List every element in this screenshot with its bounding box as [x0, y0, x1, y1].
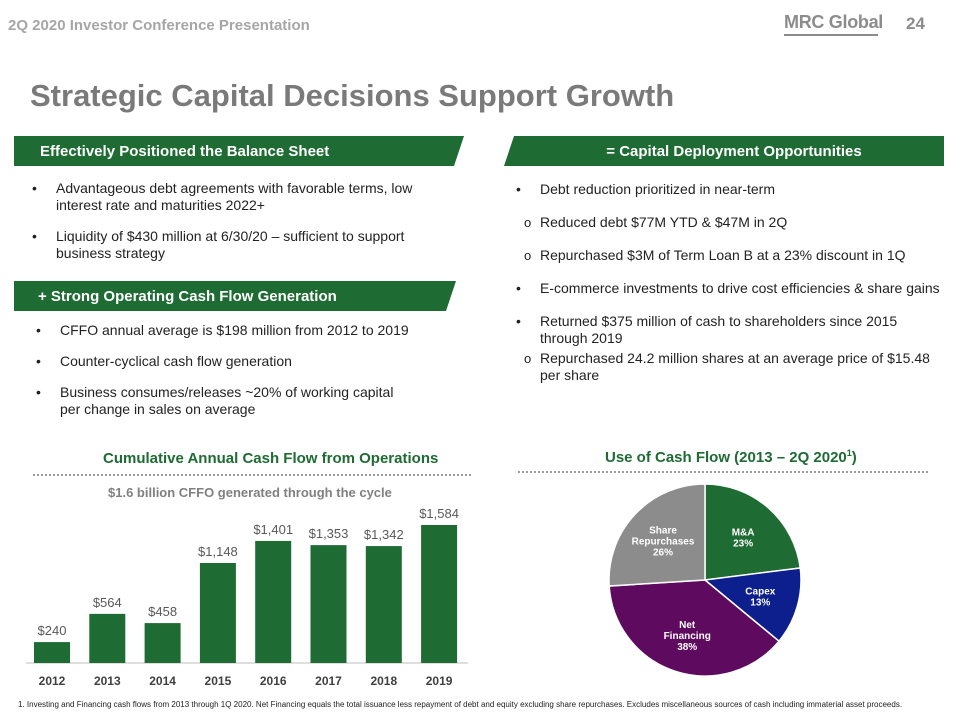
sub-bullet-item: Repurchased $3M of Term Loan B at a 23% …: [524, 247, 940, 264]
x-tick-label: 2017: [315, 674, 342, 688]
bar-2018: [365, 546, 402, 663]
bar-chart-title: Cumulative Annual Cash Flow from Operati…: [103, 450, 439, 467]
pie-slice-net-financing: [608, 579, 781, 677]
cash-flow-banner: + Strong Operating Cash Flow Generation: [14, 281, 456, 311]
pie-slice-label: M&A: [732, 527, 755, 538]
cffo-bar-chart: $240 2012 $564 2013 $458 2014 $1,148 2015 $1,401…: [26, 506, 468, 688]
bullet-item: Business consumes/releases ~20% of worki…: [36, 384, 410, 418]
bar-chart-divider: [33, 474, 471, 476]
pie-slice-percent: 23%: [733, 538, 753, 549]
capital-deployment-banner-label: = Capital Deployment Opportunities: [606, 142, 862, 160]
x-tick-label: 2019: [426, 674, 453, 688]
bar-2017: [310, 545, 347, 663]
pie-slice-capex: [703, 567, 802, 643]
mrc-global-logo: MRC Global: [784, 12, 883, 32]
balance-sheet-banner-label: Effectively Positioned the Balance Sheet: [40, 142, 330, 160]
pie-slice-label: Share: [649, 526, 677, 537]
bar-2012: [34, 642, 70, 663]
bar-2014: [144, 623, 181, 663]
bullet-item: CFFO annual average is $198 million from…: [36, 322, 410, 339]
pie-slice-label: Financing: [664, 631, 711, 642]
bar-value-label: $1,584: [419, 506, 459, 521]
logo-underline: [784, 34, 878, 36]
page-title: Strategic Capital Decisions Support Grow…: [30, 78, 675, 113]
page-number: 24: [906, 14, 925, 33]
pie-slice-percent: 38%: [677, 642, 697, 653]
bar-chart-subtitle: $1.6 billion CFFO generated through the …: [108, 485, 392, 500]
bullet-item: Advantageous debt agreements with favora…: [32, 180, 456, 214]
pie-title-text: Use of Cash Flow (2013 – 2Q 2020: [605, 449, 847, 466]
capital-deployment-bullets: Debt reduction prioritized in near-term …: [516, 181, 940, 400]
pie-title-footnote-mark: 1: [846, 448, 852, 458]
bar-2013: [89, 613, 126, 663]
bullet-text: Debt reduction prioritized in near-term: [540, 181, 775, 197]
pie-slice-m-a: [704, 483, 802, 581]
bar-value-label: $564: [93, 595, 122, 610]
pie-title-close: ): [851, 449, 857, 466]
bullet-item: E-commerce investments to drive cost eff…: [516, 280, 940, 297]
pie-slice-percent: 13%: [750, 598, 770, 609]
bullet-item: Counter-cyclical cash flow generation: [36, 353, 410, 370]
bar-value-label: $1,148: [198, 544, 238, 559]
x-tick-label: 2015: [205, 674, 232, 688]
bar-2015: [199, 562, 236, 663]
cash-flow-bullets: CFFO annual average is $198 million from…: [36, 322, 410, 432]
x-tick-label: 2016: [260, 674, 287, 688]
pie-chart-title: Use of Cash Flow (2013 – 2Q 20201): [605, 448, 857, 466]
footnote: 1. Investing and Financing cash flows fr…: [18, 700, 903, 709]
x-tick-label: 2014: [149, 674, 176, 688]
bullet-item: Debt reduction prioritized in near-term …: [516, 181, 940, 264]
bar-value-label: $240: [38, 623, 67, 638]
sub-bullet-item: Repurchased 24.2 million shares at an av…: [524, 350, 940, 384]
capital-deployment-banner: = Capital Deployment Opportunities: [504, 136, 944, 166]
pie-slice-label: Repurchases: [632, 537, 695, 548]
pie-slice-share-repurchases: [608, 483, 706, 587]
conference-title: 2Q 2020 Investor Conference Presentation: [8, 17, 310, 34]
sub-bullet-item: Reduced debt $77M YTD & $47M in 2Q: [524, 214, 940, 231]
bar-2016: [255, 540, 292, 663]
bar-2019: [421, 525, 458, 663]
balance-sheet-bullets: Advantageous debt agreements with favora…: [32, 180, 456, 276]
bullet-item: Liquidity of $430 million at 6/30/20 – s…: [32, 228, 456, 262]
x-tick-label: 2013: [94, 674, 121, 688]
bar-value-label: $1,353: [309, 526, 349, 541]
x-tick-label: 2012: [39, 674, 66, 688]
bullet-item: Returned $375 million of cash to shareho…: [516, 313, 940, 384]
cash-flow-banner-label: + Strong Operating Cash Flow Generation: [38, 287, 337, 305]
debt-sub-bullets: Reduced debt $77M YTD & $47M in 2Q Repur…: [524, 214, 940, 264]
balance-sheet-banner: Effectively Positioned the Balance Sheet: [14, 136, 464, 166]
bar-value-label: $1,401: [253, 522, 293, 537]
pie-slice-label: Capex: [745, 587, 775, 598]
bar-value-label: $1,342: [364, 527, 404, 542]
x-tick-label: 2018: [370, 674, 397, 688]
pie-slice-percent: 26%: [653, 548, 673, 559]
bar-value-label: $458: [148, 604, 177, 619]
bullet-text: Returned $375 million of cash to shareho…: [540, 313, 898, 346]
return-sub-bullets: Repurchased 24.2 million shares at an av…: [524, 350, 940, 384]
pie-chart-divider: [518, 471, 928, 473]
pie-slice-label: Net: [679, 620, 696, 631]
